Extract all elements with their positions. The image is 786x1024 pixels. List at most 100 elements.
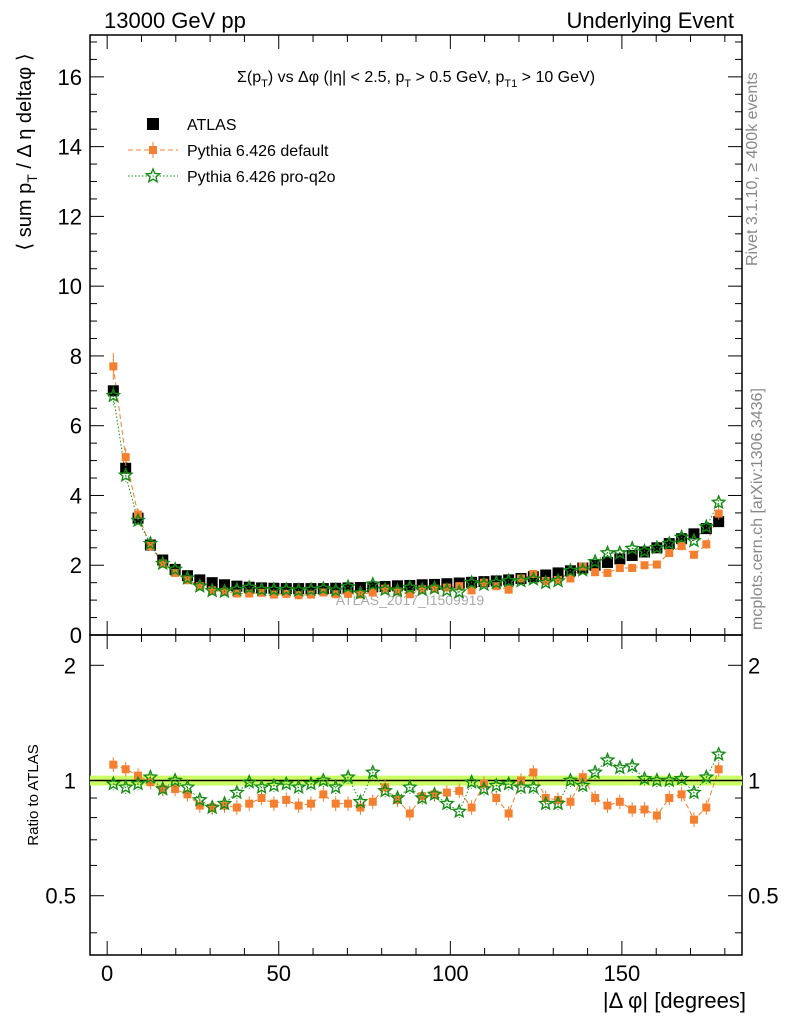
ratio-default-point <box>504 809 513 818</box>
ratio-default-point <box>121 765 130 774</box>
default-point <box>405 590 414 599</box>
default-point <box>319 588 328 597</box>
y-axis-label-ratio: Ratio to ATLAS <box>25 744 42 845</box>
default-point <box>109 362 118 371</box>
x-tick-label: 0 <box>101 961 113 986</box>
default-point <box>356 590 365 599</box>
proq2o-point <box>500 572 517 588</box>
proq2o-point <box>315 580 332 596</box>
ratio-default-point <box>331 799 340 808</box>
proq2o-point <box>574 561 591 577</box>
y-tick-label: 16 <box>58 65 82 90</box>
default-point <box>554 575 563 584</box>
ratio-proq2o-point <box>253 778 270 795</box>
ratio-default-point <box>677 790 686 799</box>
ratio-default-line <box>113 764 720 821</box>
ratio-default-point <box>578 773 587 782</box>
ratio-proq2o-point <box>191 791 208 807</box>
ratio-proq2o-point <box>525 779 542 795</box>
default-point <box>467 586 476 595</box>
legend-label: ATLAS <box>187 117 237 134</box>
ratio-proq2o-point <box>154 780 171 796</box>
ratio-default-point <box>344 799 353 808</box>
ratio-default-point <box>640 805 649 814</box>
y-tick-label: 4 <box>70 483 82 508</box>
atlas-point <box>601 556 613 568</box>
proq2o-point <box>673 528 690 545</box>
proq2o-point <box>142 535 159 551</box>
proq2o-point <box>476 576 492 592</box>
proq2o-point <box>241 579 258 595</box>
atlas-point <box>404 579 416 591</box>
x-tick-label: 150 <box>604 961 641 986</box>
ratio-proq2o-point <box>463 773 480 789</box>
ratio-default-point <box>257 794 266 803</box>
ratio-proq2o-point <box>686 784 702 800</box>
ratio-default-point <box>109 760 118 769</box>
ratio-default-point <box>134 771 143 780</box>
header-right: Underlying Event <box>566 8 734 33</box>
y-tick-label: 0 <box>70 623 82 648</box>
ratio-proq2o-point <box>574 777 591 793</box>
ratio-y-tick-label-right: 2 <box>748 653 760 678</box>
proq2o-point <box>352 584 369 600</box>
default-point <box>344 589 353 598</box>
ratio-proq2o-point <box>105 775 122 791</box>
ratio-proq2o-point <box>401 778 418 795</box>
ratio-proq2o-point <box>179 779 196 795</box>
default-point <box>628 564 637 573</box>
proq2o-point <box>611 544 628 560</box>
ratio-default-point <box>702 803 711 812</box>
proq2o-point <box>488 574 505 590</box>
ratio-default-point <box>146 778 155 787</box>
ratio-y-tick-label-right: 0.5 <box>748 884 779 909</box>
ratio-proq2o-point <box>142 768 159 784</box>
ratio-default-point <box>405 809 414 818</box>
ratio-default-point <box>306 799 315 808</box>
proq2o-point <box>426 579 443 595</box>
legend-proq2o-marker <box>144 167 162 184</box>
y-tick-label: 6 <box>70 414 82 439</box>
ratio-proq2o-point <box>661 772 678 788</box>
proq2o-point <box>290 581 307 598</box>
header-left: 13000 GeV pp <box>104 8 246 33</box>
atlas-point <box>503 574 515 586</box>
atlas-point <box>490 575 502 587</box>
proq2o-point <box>698 518 715 534</box>
ratio-default-point <box>566 797 575 806</box>
proq2o-point <box>599 544 616 560</box>
legend-label: Pythia 6.426 default <box>187 143 329 160</box>
default-point <box>232 589 241 598</box>
ratio-default-point <box>368 797 377 806</box>
atlas-point <box>626 549 638 561</box>
ratio-default-point <box>529 768 538 777</box>
ratio-proq2o-point <box>167 772 184 788</box>
proq2o-point <box>266 581 282 597</box>
proq2o-line <box>112 395 720 594</box>
ratio-default-point <box>232 803 241 812</box>
ratio-proq2o-point <box>451 803 468 819</box>
proq2o-point <box>130 512 146 528</box>
ratio-proq2o-point <box>500 775 517 791</box>
proq2o-point <box>154 555 171 571</box>
ratio-y-tick-label: 0.5 <box>45 884 76 909</box>
atlas-point <box>614 553 626 565</box>
ratio-default-point <box>183 790 192 799</box>
proq2o-point <box>438 581 455 598</box>
ratio-default-point <box>294 801 303 810</box>
default-point <box>714 509 723 518</box>
ratio-default-point <box>393 795 402 804</box>
default-point <box>541 576 550 585</box>
legend-atlas-marker <box>147 118 159 130</box>
ratio-proq2o-point <box>315 772 332 788</box>
default-point <box>689 550 698 559</box>
ratio-default-point <box>220 801 229 810</box>
y-axis-label-main: ⟨ sum pT / Δ η deltaφ ⟩ <box>14 53 40 250</box>
y-tick-label: 12 <box>58 204 82 229</box>
default-point <box>640 561 649 570</box>
atlas-point <box>330 582 342 594</box>
ratio-proq2o-point <box>327 778 344 795</box>
ratio-proq2o-point <box>340 768 356 785</box>
proq2o-point <box>451 583 468 599</box>
ratio-proq2o-point <box>426 786 443 802</box>
